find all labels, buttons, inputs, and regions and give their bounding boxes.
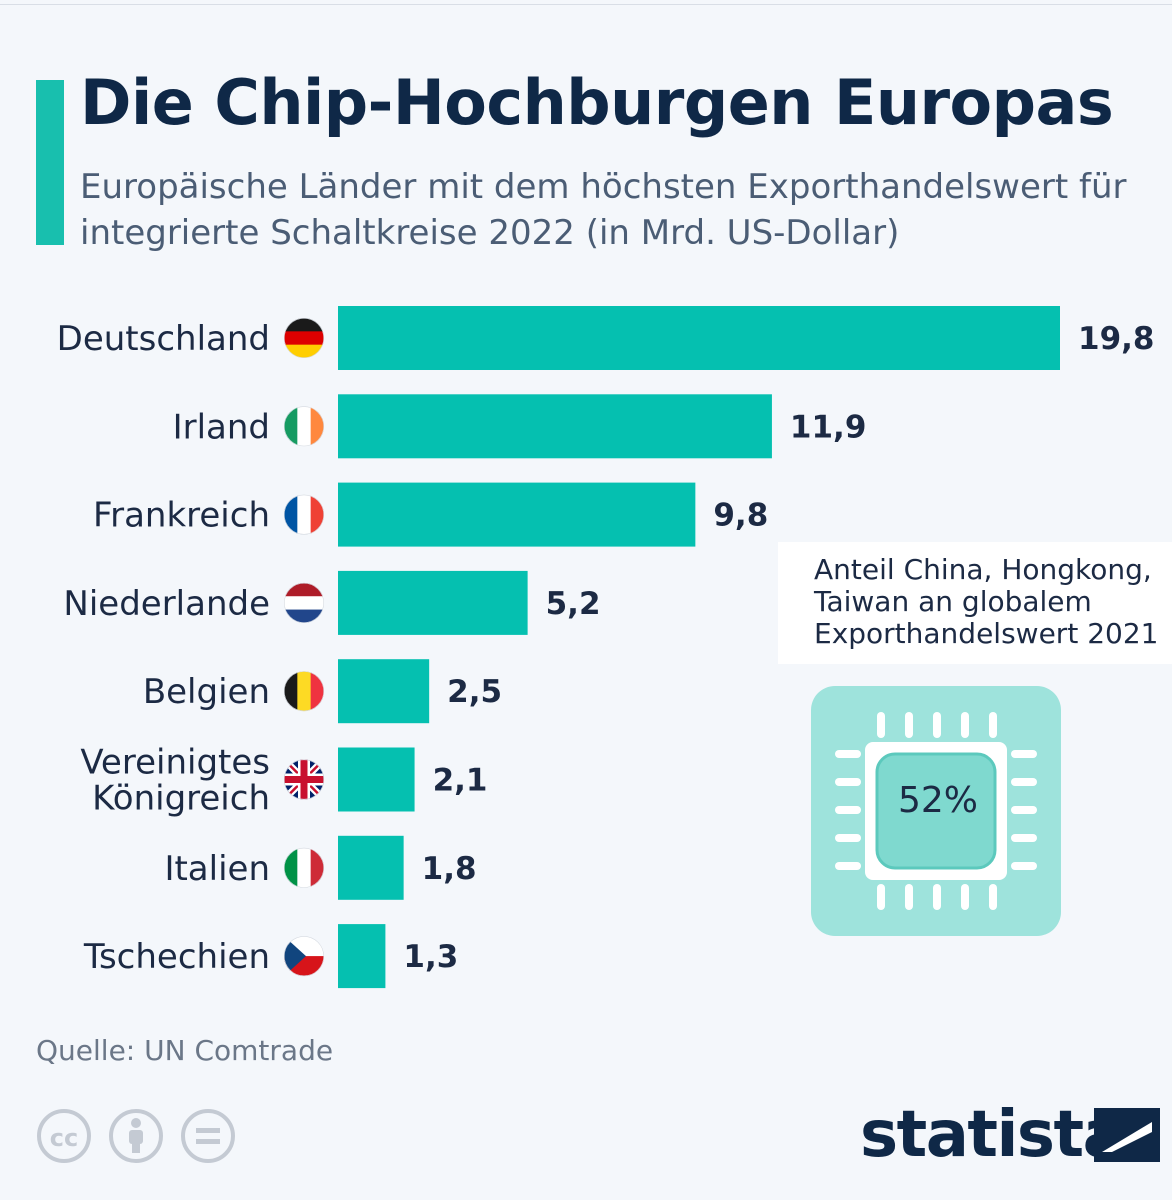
statista-logo-icon: [1094, 1108, 1160, 1162]
cz-flag-icon: [284, 936, 324, 977]
fr-flag-icon: [284, 494, 324, 535]
value-label: 2,1: [433, 763, 488, 799]
svg-text:cc: cc: [50, 1124, 78, 1152]
license-icons: cc: [37, 1109, 235, 1163]
category-label: Tschechien: [83, 937, 270, 977]
chart-subtitle: Europäische Länder mit dem höchsten Expo…: [80, 167, 1127, 253]
title-accent-bar: [36, 80, 64, 245]
bar: [338, 570, 528, 635]
category-label: Italien: [164, 849, 270, 889]
bar: [338, 394, 772, 459]
callout-box: Anteil China, Hongkong, Taiwan an global…: [778, 542, 1172, 664]
noderivatives-icon: [181, 1109, 235, 1163]
value-label: 9,8: [713, 498, 768, 534]
bar: [338, 659, 430, 724]
value-label: 11,9: [790, 409, 867, 445]
bar: [338, 482, 696, 547]
chart-title: Die Chip-Hochburgen Europas: [80, 66, 1114, 139]
microchip-icon: [811, 686, 1061, 936]
bar: [338, 747, 415, 812]
bar-chart: 19,8 Deutschland 11,9 Irland 9,8 Frankreich 5,…: [57, 306, 1155, 989]
callout-line: Anteil China, Hongkong,: [814, 553, 1152, 586]
callout-line: Exporthandelswert 2021: [814, 617, 1159, 650]
category-label: Vereinigtes: [80, 743, 270, 783]
gb-flag-icon: [284, 759, 324, 800]
source-note: Quelle: UN Comtrade: [36, 1034, 334, 1067]
value-label: 1,8: [422, 851, 477, 887]
be-flag-icon: [284, 671, 324, 712]
callout-line: Taiwan an globalem: [814, 585, 1092, 618]
value-label: 5,2: [546, 586, 601, 622]
category-label: Irland: [173, 407, 270, 447]
category-label: Frankreich: [93, 496, 270, 536]
category-label: Belgien: [143, 672, 270, 712]
de-flag-icon: [284, 318, 324, 358]
bar: [338, 306, 1060, 370]
category-label: Niederlande: [63, 584, 270, 624]
top-divider: [0, 4, 1172, 5]
bar: [338, 924, 386, 989]
category-label: Deutschland: [57, 319, 270, 359]
callout-value: 52%: [897, 780, 978, 821]
value-label: 19,8: [1078, 321, 1155, 357]
bar: [338, 835, 404, 900]
nl-flag-icon: [284, 582, 324, 623]
category-label: Königreich: [92, 779, 270, 819]
ie-flag-icon: [284, 406, 324, 447]
it-flag-icon: [284, 847, 324, 888]
attribution-icon: [109, 1109, 163, 1163]
cc-icon: cc: [37, 1109, 91, 1163]
value-label: 2,5: [447, 674, 502, 710]
value-label: 1,3: [403, 939, 458, 975]
statista-wordmark: statista: [860, 1098, 1126, 1172]
